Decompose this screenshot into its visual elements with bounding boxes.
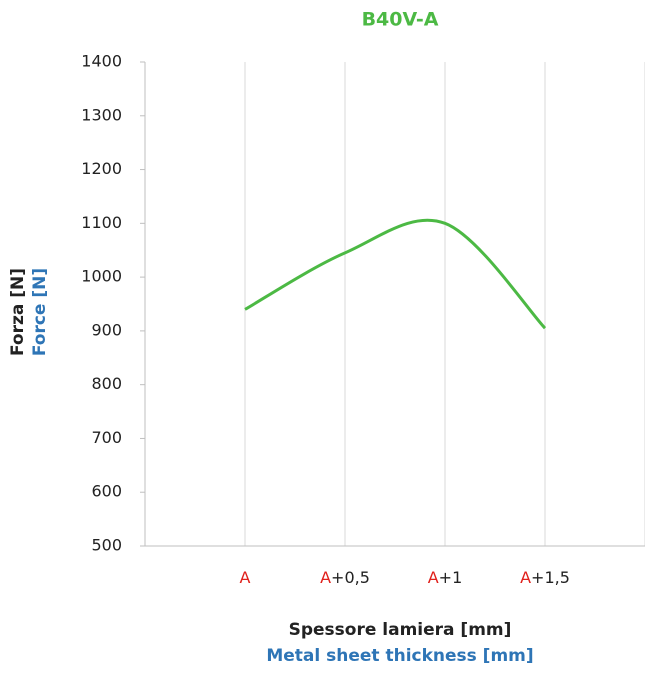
- y-tick-label: 1100: [81, 213, 122, 232]
- y-tick-label: 1400: [81, 52, 122, 71]
- x-tick-label: A+1,5: [520, 568, 570, 587]
- y-tick-label: 1000: [81, 267, 122, 286]
- y-tick-label: 700: [91, 428, 122, 447]
- y-tick-label: 600: [91, 482, 122, 501]
- chart-title: B40V-A: [362, 9, 439, 31]
- y-tick-label: 500: [91, 536, 122, 555]
- x-axis-label-en: Metal sheet thickness [mm]: [266, 646, 533, 666]
- y-tick-label: 1200: [81, 159, 122, 178]
- y-tick-label: 1300: [81, 105, 122, 124]
- x-tick-label: A+0,5: [320, 568, 370, 587]
- x-tick-label: A+1: [428, 568, 463, 587]
- line: [244, 218, 547, 330]
- y-axis-label: Forza [N]: [8, 268, 28, 356]
- x-tick-label: A: [240, 568, 251, 587]
- y-axis-label-en: Force [N]: [30, 268, 50, 356]
- y-tick-label: 900: [91, 320, 122, 339]
- y-tick-label: 800: [91, 374, 122, 393]
- x-axis-label: Spessore lamiera [mm]: [289, 620, 512, 640]
